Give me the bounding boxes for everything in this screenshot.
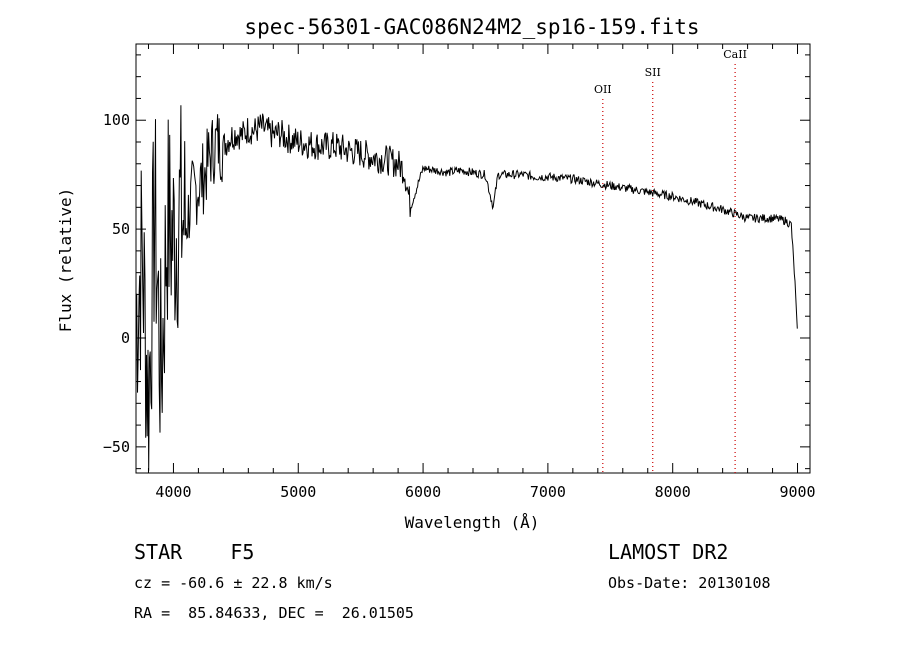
x-tick-label: 7000 (530, 483, 566, 501)
emission-line-markers: OII SII CaII (594, 48, 747, 473)
coordinates-label: RA = 85.84633, DEC = 26.01505 (134, 604, 414, 622)
y-tick-label: 50 (112, 220, 130, 238)
obs-date-label: Obs-Date: 20130108 (608, 574, 771, 592)
tick-labels: 4000 5000 6000 7000 8000 9000 −50 0 50 100 (103, 111, 816, 501)
x-tick-label: 6000 (405, 483, 441, 501)
marker-label: SII (645, 66, 661, 79)
survey-label: LAMOST DR2 (608, 540, 729, 564)
x-tick-label: 9000 (779, 483, 815, 501)
object-class-label: STAR F5 (134, 540, 255, 564)
marker-label: CaII (723, 48, 747, 61)
spectrum-line (135, 105, 798, 471)
redshift-label: cz = -60.6 ± 22.8 km/s (134, 574, 333, 592)
y-axis-label: Flux (relative) (56, 188, 75, 333)
x-tick-label: 8000 (655, 483, 691, 501)
spectrum-series (135, 105, 798, 471)
axis-ticks (136, 44, 810, 473)
x-tick-label: 4000 (155, 483, 191, 501)
y-tick-label: −50 (103, 438, 130, 456)
plot-frame (135, 43, 811, 474)
y-tick-label: 0 (121, 329, 130, 347)
chart-title: spec-56301-GAC086N24M2_sp16-159.fits (244, 15, 699, 39)
marker-label: OII (594, 83, 612, 96)
x-tick-label: 5000 (280, 483, 316, 501)
x-axis-label: Wavelength (Å) (405, 513, 540, 532)
y-tick-label: 100 (103, 111, 130, 129)
